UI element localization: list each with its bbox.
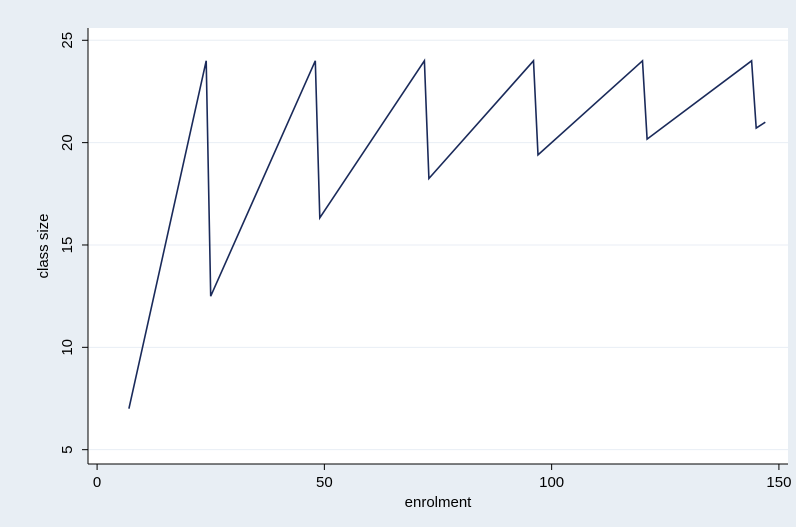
gridlines (88, 39, 788, 451)
plot-area (88, 28, 788, 464)
y-axis-ticks: 5 10 15 20 25 (59, 32, 88, 454)
y-tick-label: 5 (59, 445, 76, 453)
y-axis-label: class size (35, 213, 52, 278)
x-axis-label: enrolment (405, 494, 473, 511)
x-tick-label: 100 (539, 474, 564, 491)
y-tick-label: 15 (59, 237, 76, 254)
x-tick-label: 150 (766, 474, 791, 491)
series-line (128, 58, 766, 409)
y-tick-label: 10 (59, 339, 76, 356)
y-tick-label: 25 (59, 32, 76, 49)
x-tick-label: 50 (316, 474, 333, 491)
y-tick-label: 20 (59, 134, 76, 151)
x-axis-ticks: 0 50 100 150 (93, 464, 791, 491)
x-tick-label: 0 (93, 474, 101, 491)
